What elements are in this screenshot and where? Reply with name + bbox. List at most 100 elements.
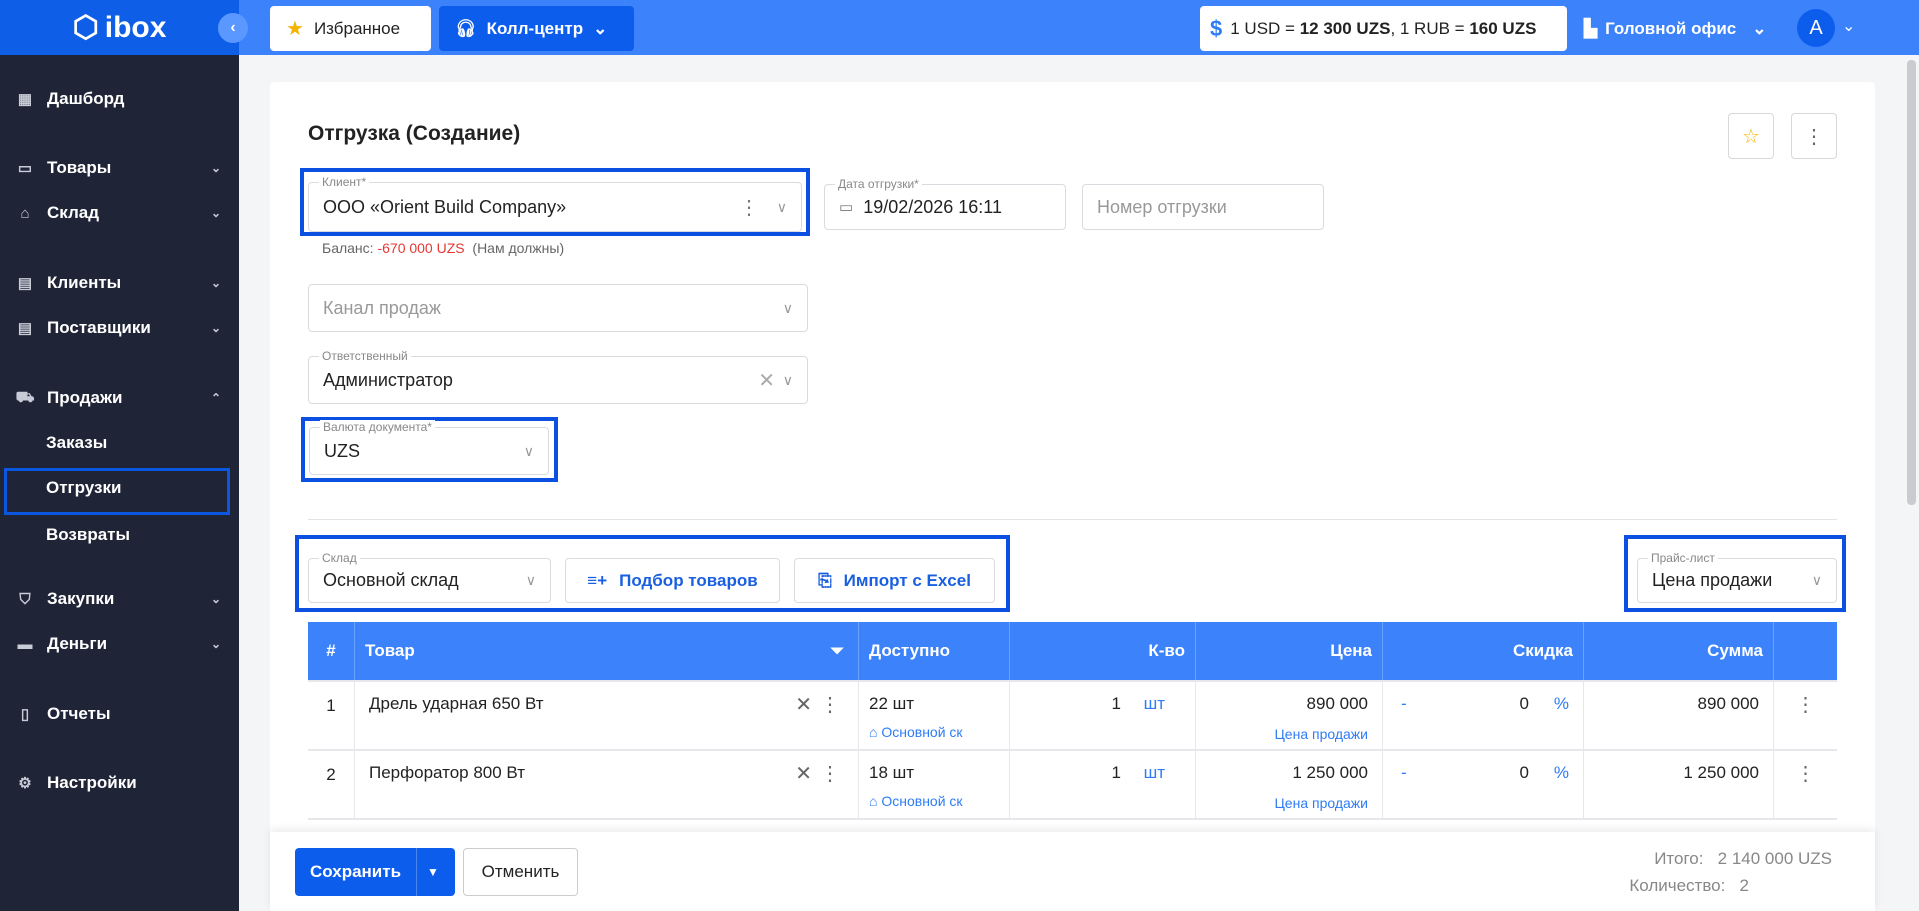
cube-icon: ⬡ <box>72 11 99 44</box>
chevron-icon: ⌄ <box>210 206 221 220</box>
exchange-rate[interactable]: $1 USD = 12 300 UZS, 1 RUB = 160 UZS <box>1200 6 1567 51</box>
sidebar-item[interactable]: ⚙ Настройки <box>0 765 239 801</box>
price-cell[interactable]: 890 000 Цена продажи <box>1196 682 1383 749</box>
warehouse-link[interactable]: ⌂ Основной ск <box>869 793 963 809</box>
building-icon: ▙ <box>1584 18 1598 38</box>
chevron-down-icon: ∨ <box>523 442 534 459</box>
cart-icon: ⛉ <box>19 590 31 608</box>
product-cell: Перфоратор 800 Вт ✕ ⋮ <box>355 751 859 818</box>
currency-exchange-icon: $ <box>1210 15 1223 41</box>
responsible-select[interactable]: Ответственный Администратор ✕ ∨ <box>308 349 808 404</box>
chevron-icon: ⌃ <box>210 391 221 405</box>
shipment-number-input[interactable]: Номер отгрузки <box>1082 184 1324 230</box>
col-qty: К-во <box>1010 622 1196 680</box>
more-vertical-icon[interactable]: ⋮ <box>1795 694 1816 716</box>
sidebar-item[interactable]: ⌂ Склад ⌄ <box>0 195 239 231</box>
date-field[interactable]: Дата отгрузки* ▭ 19/02/2026 16:11 <box>824 177 1066 230</box>
warehouse-icon: ⌂ <box>869 793 878 809</box>
sidebar-item[interactable]: ▯ Отчеты <box>0 696 239 732</box>
card-icon: ▬ <box>17 635 33 653</box>
highlight-currency <box>301 417 558 482</box>
scrollbar[interactable] <box>1907 60 1916 505</box>
col-available: Доступно <box>859 622 1010 680</box>
row-number: 2 <box>308 751 355 818</box>
col-price: Цена <box>1196 622 1383 680</box>
row-number: 1 <box>308 682 355 749</box>
chevron-down-icon[interactable]: ⌄ <box>1842 18 1856 35</box>
filter-icon[interactable]: ⏷ <box>830 641 844 660</box>
office-selector[interactable]: ▙ Головной офис ⌄ <box>1584 18 1767 38</box>
unit-link[interactable]: шт <box>1143 694 1165 713</box>
price-type-link[interactable]: Цена продажи <box>1274 726 1368 742</box>
table-row: 1 Дрель ударная 650 Вт ✕ ⋮ 22 шт ⌂ Основной… <box>308 682 1837 751</box>
import-excel-button[interactable]: ⎘ Импорт с Excel <box>794 558 995 603</box>
pick-products-button[interactable]: ≡+ Подбор товаров <box>565 558 780 603</box>
sidebar-item[interactable]: ⛟ Продажи ⌃ <box>15 388 221 407</box>
remove-icon[interactable]: ✕ <box>795 763 812 785</box>
discount-cell[interactable]: -0% <box>1383 682 1584 749</box>
more-vertical-icon[interactable]: ⋮ <box>739 196 759 219</box>
sidebar-item[interactable]: ⛉ Закупки ⌄ <box>0 581 239 617</box>
currency-select[interactable]: Валюта документа* UZS ∨ <box>309 420 549 475</box>
chevron-down-icon: ⌄ <box>1752 18 1767 38</box>
price-cell[interactable]: 1 250 000 Цена продажи <box>1196 751 1383 818</box>
product-name: Дрель ударная 650 Вт <box>369 694 544 713</box>
favorite-star-button[interactable]: ☆ <box>1728 113 1774 159</box>
unit-link[interactable]: шт <box>1143 763 1165 782</box>
cancel-button[interactable]: Отменить <box>463 848 578 896</box>
sidebar-item[interactable]: ▭ Товары ⌄ <box>0 150 239 186</box>
more-vertical-icon: ⋮ <box>1804 125 1824 148</box>
qty-cell[interactable]: 1 шт <box>1010 751 1196 818</box>
logo[interactable]: ⬡ ibox <box>0 0 239 55</box>
chevron-down-icon: ∨ <box>776 198 787 215</box>
sidebar-item[interactable]: Отгрузки <box>46 478 122 497</box>
warehouse-select[interactable]: Склад Основной склад ∨ <box>308 551 551 603</box>
chevron-icon: ⌄ <box>210 321 221 335</box>
avatar[interactable]: A <box>1797 9 1835 47</box>
chevron-icon: ⌄ <box>210 637 221 651</box>
table-header: # Товар ⏷ Доступно К-во Цена Скидка Сумма <box>308 622 1837 682</box>
qty-cell[interactable]: 1 шт <box>1010 682 1196 749</box>
col-product[interactable]: Товар ⏷ <box>355 622 859 680</box>
more-vertical-icon[interactable]: ⋮ <box>820 763 840 785</box>
page-title: Отгрузка (Создание) <box>308 122 521 145</box>
more-vertical-icon[interactable]: ⋮ <box>820 694 840 716</box>
save-dropdown-icon[interactable]: ▼ <box>416 848 449 896</box>
col-sum: Сумма <box>1584 622 1774 680</box>
divider <box>308 519 1837 520</box>
highlight-client <box>300 168 810 236</box>
more-button[interactable]: ⋮ <box>1791 113 1837 159</box>
favorites-button[interactable]: ★ Избранное <box>270 6 431 51</box>
calendar-icon: ▭ <box>839 199 854 216</box>
save-button[interactable]: Сохранить ▼ <box>295 848 455 896</box>
warehouse-icon: ⌂ <box>869 724 878 740</box>
chevron-icon: ⌄ <box>210 592 221 606</box>
sidebar-item[interactable]: Заказы <box>46 433 108 452</box>
collapse-sidebar-button[interactable]: ‹ <box>218 13 248 43</box>
more-vertical-icon[interactable]: ⋮ <box>1795 763 1816 785</box>
price-type-link[interactable]: Цена продажи <box>1274 795 1368 811</box>
chevron-down-icon: ∨ <box>525 572 536 588</box>
client-select[interactable]: Клиент* ООО «Orient Build Company» ⋮ ∨ <box>308 175 802 232</box>
store-icon: ▤ <box>17 275 33 292</box>
discount-cell[interactable]: -0% <box>1383 751 1584 818</box>
sidebar-item[interactable]: ▤ Клиенты ⌄ <box>0 265 239 301</box>
available-cell: 22 шт ⌂ Основной ск <box>859 682 1010 749</box>
sidebar-item[interactable]: ▤ Поставщики ⌄ <box>0 310 239 346</box>
sales-channel-select[interactable]: Канал продаж ∨ <box>308 284 808 332</box>
report-icon: ▯ <box>20 706 30 723</box>
chevron-icon: ⌄ <box>210 161 221 175</box>
file-download-icon: ⎘ <box>818 570 832 590</box>
product-name: Перфоратор 800 Вт <box>369 763 525 782</box>
sidebar-item[interactable]: ▬ Деньги ⌄ <box>0 626 239 662</box>
sidebar-item[interactable]: Возвраты <box>46 525 131 544</box>
clear-icon[interactable]: ✕ <box>758 369 775 392</box>
sidebar-item[interactable]: ▦ Дашборд <box>0 81 239 117</box>
remove-icon[interactable]: ✕ <box>795 694 812 716</box>
call-center-button[interactable]: 🎧︎ Колл-центр ⌄ <box>439 6 634 51</box>
warehouse-link[interactable]: ⌂ Основной ск <box>869 724 963 740</box>
count: Количество: 2 <box>1629 876 1749 895</box>
highlight-toolbar <box>295 535 1010 612</box>
gear-icon: ⚙ <box>18 775 32 792</box>
pricelist-select[interactable]: Прайс-лист Цена продажи ∨ <box>1637 551 1837 603</box>
